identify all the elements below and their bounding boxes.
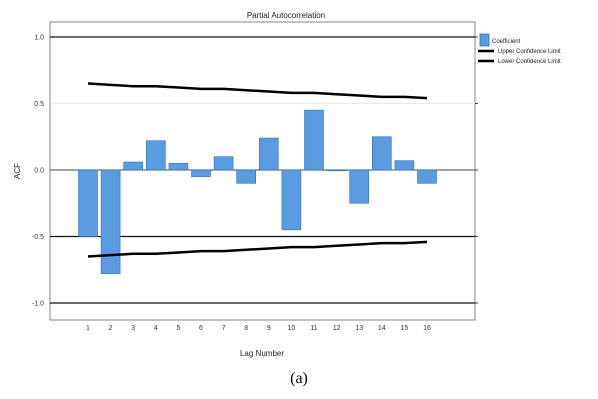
x-tick-label-15: 15 bbox=[401, 325, 409, 332]
x-tick-label-9: 9 bbox=[267, 325, 271, 332]
x-tick-label-11: 11 bbox=[310, 325, 317, 332]
y-tick-label-4: -1.0 bbox=[32, 301, 44, 308]
x-tick-labels: 1 2 3 4 5 6 7 8 9 10 11 12 13 14 15 16 bbox=[86, 325, 431, 332]
bar-11 bbox=[304, 109, 324, 171]
upper-confidence-limit-line bbox=[87, 82, 428, 100]
x-tick-label-16: 16 bbox=[423, 325, 431, 332]
legend-label-coefficient: Coefficient bbox=[492, 39, 521, 45]
x-tick-label-5: 5 bbox=[176, 325, 180, 332]
x-tick-label-6: 6 bbox=[199, 325, 203, 332]
bar-7 bbox=[213, 156, 234, 171]
x-tick-label-4: 4 bbox=[154, 325, 158, 332]
bar-4 bbox=[146, 140, 166, 171]
bar-3 bbox=[123, 161, 143, 171]
pacf-chart: Partial Autocorrelation 1.0 0.5 0.0 -0.5 -1.… bbox=[13, 11, 561, 358]
chart-title: Partial Autocorrelation bbox=[247, 11, 325, 20]
bar-6 bbox=[191, 169, 211, 177]
x-axis-label: Lag Number bbox=[240, 349, 284, 358]
bar-10 bbox=[281, 169, 302, 231]
x-tick-label-8: 8 bbox=[244, 325, 248, 332]
x-tick-label-2: 2 bbox=[109, 325, 113, 332]
y-tick-labels: 1.0 0.5 0.0 -0.5 -1.0 bbox=[32, 35, 44, 308]
y-tick-label-1: 0.5 bbox=[34, 101, 44, 108]
bar-15 bbox=[394, 160, 415, 171]
coefficient-bars bbox=[78, 109, 437, 275]
bar-2 bbox=[100, 169, 121, 275]
x-tick-label-12: 12 bbox=[333, 325, 341, 332]
confidence-limits bbox=[87, 82, 428, 258]
x-tick-label-10: 10 bbox=[288, 325, 296, 332]
bar-5 bbox=[168, 163, 189, 171]
legend: Coefficient Upper Confidence Limit Lower… bbox=[478, 33, 561, 65]
x-tick-label-7: 7 bbox=[222, 325, 226, 332]
y-axis-label: ACF bbox=[13, 163, 22, 179]
lower-confidence-limit-line bbox=[87, 240, 428, 258]
y-tick-label-3: -0.5 bbox=[32, 234, 44, 241]
bar-12 bbox=[326, 169, 347, 172]
plot-area bbox=[49, 21, 476, 321]
y-tick-label-0: 1.0 bbox=[34, 35, 44, 42]
bar-16 bbox=[417, 169, 437, 184]
bar-9 bbox=[258, 137, 279, 171]
figure-caption: (a) bbox=[290, 370, 308, 387]
x-tick-label-13: 13 bbox=[355, 325, 363, 332]
x-tick-label-1: 1 bbox=[86, 325, 90, 332]
y-tick-label-2: 0.0 bbox=[34, 168, 44, 175]
legend-label-upper: Upper Confidence Limit bbox=[498, 49, 561, 55]
bar-8 bbox=[236, 169, 256, 184]
bar-14 bbox=[371, 136, 392, 171]
legend-label-lower: Lower Confidence Limit bbox=[498, 59, 561, 65]
bar-1 bbox=[78, 169, 98, 237]
x-tick-label-3: 3 bbox=[131, 325, 135, 332]
bar-13 bbox=[349, 169, 370, 204]
x-tick-label-14: 14 bbox=[378, 325, 386, 332]
legend-swatch-coefficient bbox=[479, 33, 490, 47]
